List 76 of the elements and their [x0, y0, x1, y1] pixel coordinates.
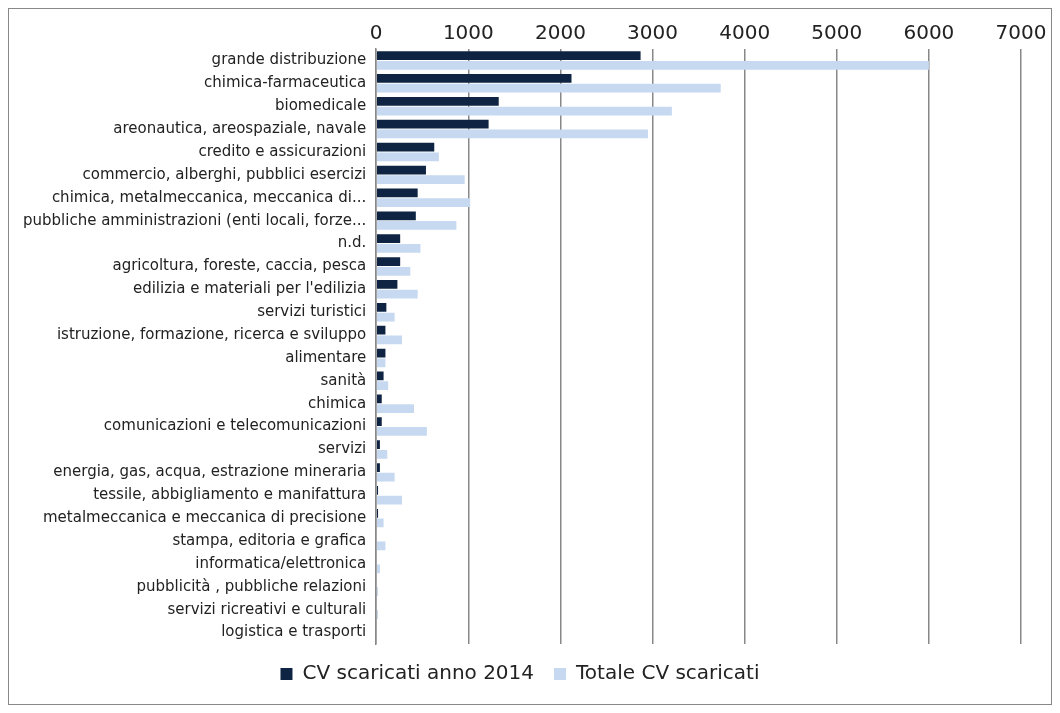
y-tick-label: chimica: [308, 393, 367, 412]
y-tick-label: comunicazioni e telecomunicazioni: [103, 416, 367, 435]
bar: [376, 106, 672, 116]
bar: [376, 165, 426, 175]
y-tick-label: metalmeccanica e meccanica di precisione: [42, 508, 367, 527]
x-tick-label: 7000: [995, 20, 1047, 45]
bar: [376, 302, 387, 312]
x-tick-label: 4000: [719, 20, 771, 45]
bar: [376, 325, 386, 335]
bar: [376, 244, 421, 253]
x-tick-label: 6000: [903, 20, 955, 45]
bar: [376, 463, 380, 472]
y-tick-label: pubbliche amministrazioni (enti locali, forze...: [22, 210, 367, 229]
y-tick-label: servizi ricreativi e culturali: [167, 599, 367, 618]
x-tick-label: 3000: [627, 20, 679, 45]
bar: [376, 266, 411, 276]
y-tick-label: servizi turistici: [257, 302, 367, 321]
y-tick-label: chimica, metalmeccanica, meccanica di...: [51, 187, 367, 206]
y-tick-label: n.d.: [337, 233, 367, 252]
bar: [376, 404, 414, 413]
bar: [376, 211, 416, 221]
bar: [376, 394, 382, 404]
bar: [376, 440, 380, 449]
y-tick-label: stampa, editoria e grafica: [172, 530, 367, 549]
bar: [376, 417, 382, 427]
bar: [376, 60, 929, 70]
y-tick-label: chimica-farmaceutica: [204, 73, 367, 92]
bar: [376, 564, 380, 574]
x-tick-label: 0: [369, 20, 383, 45]
bar: [376, 289, 418, 299]
bar: [376, 371, 384, 381]
bar: [376, 312, 395, 322]
y-tick-label: pubblicità , pubbliche relazioni: [136, 576, 367, 595]
y-tick-label: biomedicale: [274, 96, 367, 115]
y-tick-label: agricoltura, foreste, caccia, pesca: [112, 256, 367, 275]
bar: [376, 152, 439, 162]
y-tick-label: credito e assicurazioni: [198, 141, 367, 160]
bar: [376, 257, 401, 266]
bar: [376, 142, 435, 152]
y-tick-label: alimentare: [285, 347, 367, 366]
bar: [376, 495, 403, 505]
y-tick-label: commercio, alberghi, pubblici esercizi: [82, 164, 367, 183]
x-tick-label: 1000: [442, 20, 494, 45]
y-tick-label: servizi: [317, 439, 367, 458]
legend-label: CV scaricati anno 2014: [302, 660, 535, 685]
bar: [376, 74, 572, 83]
bar: [376, 280, 398, 289]
bar: [376, 188, 418, 198]
bar: [376, 381, 389, 391]
bar: [376, 335, 403, 345]
bar: [376, 96, 499, 106]
bar: [376, 221, 457, 230]
bar: [376, 234, 401, 244]
bar: [376, 83, 721, 93]
bar: [376, 518, 384, 528]
bar: [376, 358, 386, 368]
y-tick-label: informatica/elettronica: [195, 553, 367, 572]
bar: [376, 472, 395, 482]
legend-label: Totale CV scaricati: [575, 660, 760, 685]
y-tick-label: tessile, abbigliamento e manifattura: [93, 485, 367, 504]
y-tick-label: energia, gas, acqua, estrazione mineraria: [53, 462, 367, 481]
y-tick-label: logistica e trasporti: [221, 622, 367, 641]
bar: [376, 198, 471, 207]
x-tick-label: 2000: [534, 20, 586, 45]
bar: [376, 119, 489, 129]
bar: [376, 427, 427, 436]
y-tick-label: edilizia e materiali per l'edilizia: [132, 279, 367, 298]
x-tick-label: 5000: [811, 20, 863, 45]
bar: [376, 175, 465, 185]
y-tick-label: areonautica, areospaziale, navale: [113, 118, 367, 137]
bar: [376, 129, 648, 139]
bar: [376, 51, 641, 60]
bar: [376, 449, 388, 459]
y-tick-label: sanità: [320, 370, 367, 389]
y-tick-label: istruzione, formazione, ricerca e sviluppo: [56, 324, 367, 343]
y-tick-label: grande distribuzione: [211, 50, 367, 69]
